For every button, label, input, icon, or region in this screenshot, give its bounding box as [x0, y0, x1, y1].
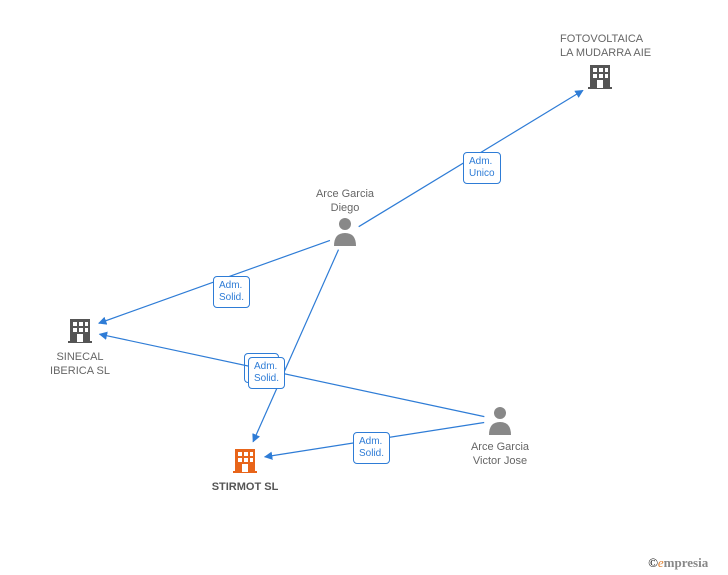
building-icon — [230, 445, 260, 480]
node-label: Arce GarciaVictor Jose — [460, 440, 540, 469]
node-diego[interactable]: Arce GarciaDiego — [305, 187, 385, 251]
edge-diego-stirmot — [253, 250, 338, 442]
building-icon — [65, 315, 95, 350]
edge-label: Adm.Solid. — [213, 276, 250, 308]
edge-label: Adm.Solid. — [248, 357, 285, 389]
copyright-symbol: © — [648, 555, 658, 570]
node-label: Arce GarciaDiego — [305, 187, 385, 216]
building-icon — [585, 61, 615, 96]
person-icon — [331, 216, 359, 251]
edge-label: Adm.Unico — [463, 152, 501, 184]
person-icon — [486, 405, 514, 440]
edge-victor-sinecal — [100, 334, 485, 416]
watermark: © ​empresia — [648, 555, 708, 571]
node-label: STIRMOT SL — [205, 480, 285, 494]
watermark-text: mpresia — [664, 555, 709, 570]
node-sinecal[interactable]: SINECALIBERICA SL — [40, 315, 120, 379]
node-label: FOTOVOLTAICALA MUDARRA AIE — [560, 32, 640, 61]
node-stirmot[interactable]: STIRMOT SL — [205, 445, 285, 494]
node-label: SINECALIBERICA SL — [40, 350, 120, 379]
node-victor[interactable]: Arce GarciaVictor Jose — [460, 405, 540, 469]
edge-label: Adm.Solid. — [353, 432, 390, 464]
node-fotovoltaica[interactable]: FOTOVOLTAICALA MUDARRA AIE — [560, 32, 640, 96]
